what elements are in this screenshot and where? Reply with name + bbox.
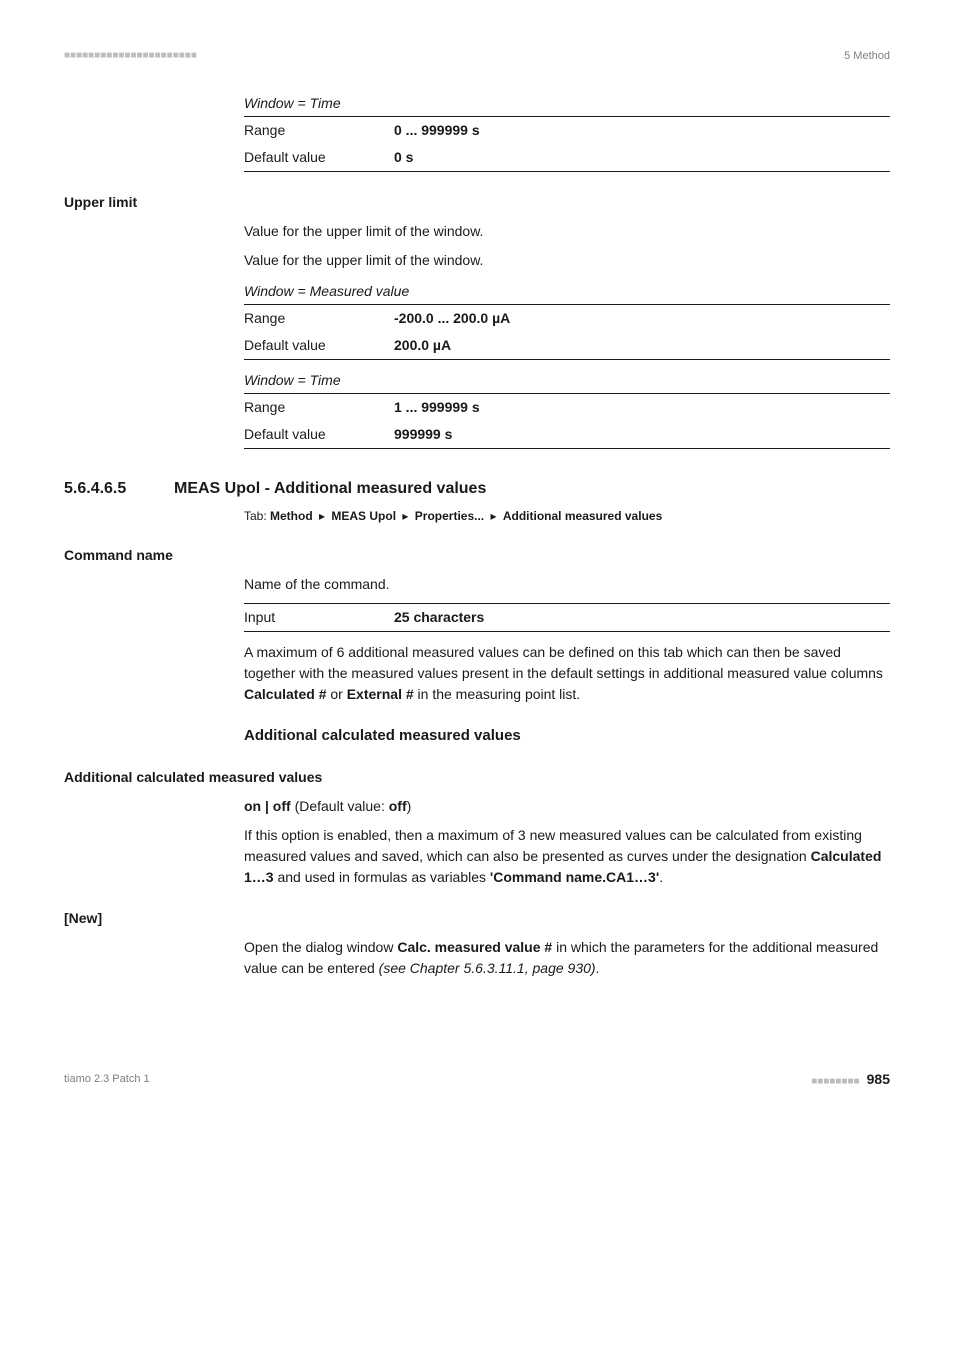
onoff-text: (Default value: [291, 798, 389, 814]
new-text: . [596, 960, 600, 976]
tab-prefix: Tab: [244, 509, 270, 523]
page-header: ■■■■■■■■■■■■■■■■■■■■■■ 5 Method [64, 48, 890, 65]
desc-bold: External # [347, 686, 414, 702]
spec-value: 0 s [394, 144, 890, 172]
window-time-caption-1: Window = Time [244, 93, 890, 117]
section-header: 5.6.4.6.5 MEAS Upol - Additional measure… [64, 477, 890, 501]
input-value: 25 characters [394, 607, 484, 628]
desc-text: A maximum of 6 additional measured value… [244, 644, 883, 681]
spec-label: Range [244, 305, 394, 332]
footer-right: ■■■■■■■■ 985 [811, 1069, 890, 1090]
addl-calc-side-title: Additional calculated measured values [64, 767, 890, 788]
spec-label: Range [244, 394, 394, 421]
onoff-text: ) [407, 798, 412, 814]
tab-part: Properties... [415, 509, 484, 523]
command-name-para: Name of the command. [244, 574, 890, 595]
table-row: Default value 200.0 µA [244, 332, 890, 360]
table-row: Default value 0 s [244, 144, 890, 172]
new-para: Open the dialog window Calc. measured va… [244, 937, 890, 979]
para-bold: 'Command name.CA1…3' [490, 869, 659, 885]
para-text: and used in formulas as variables [274, 869, 490, 885]
command-name-title: Command name [64, 545, 890, 566]
spec-value: -200.0 ... 200.0 µA [394, 305, 890, 332]
tab-sep: ▸ [490, 509, 496, 523]
onoff-default: off [389, 798, 407, 814]
command-name-desc: A maximum of 6 additional measured value… [244, 642, 890, 705]
spec-label: Default value [244, 332, 394, 360]
upper-limit-title: Upper limit [64, 192, 890, 213]
window-time-table-1: Range 0 ... 999999 s Default value 0 s [244, 117, 890, 172]
tab-sep: ▸ [319, 509, 325, 523]
para-text: . [659, 869, 663, 885]
onoff-bold: on | off [244, 798, 291, 814]
footer-left: tiamo 2.3 Patch 1 [64, 1071, 150, 1088]
tab-part: MEAS Upol [331, 509, 396, 523]
window-measured-caption: Window = Measured value [244, 281, 890, 305]
footer-dashes: ■■■■■■■■ [811, 1076, 859, 1087]
window-time-table-2: Range 1 ... 999999 s Default value 99999… [244, 394, 890, 449]
header-dashes: ■■■■■■■■■■■■■■■■■■■■■■ [64, 48, 197, 65]
addl-calc-onoff: on | off (Default value: off) [244, 796, 890, 817]
spec-label: Range [244, 117, 394, 144]
window-measured-table: Range -200.0 ... 200.0 µA Default value … [244, 305, 890, 360]
desc-bold: Calculated # [244, 686, 326, 702]
table-row: Range 1 ... 999999 s [244, 394, 890, 421]
page-footer: tiamo 2.3 Patch 1 ■■■■■■■■ 985 [64, 1069, 890, 1090]
tab-sep: ▸ [402, 509, 408, 523]
input-label: Input [244, 607, 394, 628]
table-row: Range 0 ... 999999 s [244, 117, 890, 144]
upper-limit-p2: Value for the upper limit of the window. [244, 250, 890, 271]
footer-page: 985 [867, 1071, 890, 1087]
spec-label: Default value [244, 421, 394, 449]
para-text: If this option is enabled, then a maximu… [244, 827, 862, 864]
spec-label: Default value [244, 144, 394, 172]
upper-limit-p1: Value for the upper limit of the window. [244, 221, 890, 242]
table-row: Default value 999999 s [244, 421, 890, 449]
spec-value: 200.0 µA [394, 332, 890, 360]
desc-text: in the measuring point list. [414, 686, 581, 702]
addl-calc-para: If this option is enabled, then a maximu… [244, 825, 890, 888]
command-name-input-row: Input 25 characters [244, 603, 890, 632]
desc-text: or [326, 686, 346, 702]
new-bold: Calc. measured value # [397, 939, 552, 955]
header-section: 5 Method [844, 48, 890, 65]
new-xref-link[interactable]: (see Chapter 5.6.3.11.1, page 930) [379, 960, 596, 976]
spec-value: 0 ... 999999 s [394, 117, 890, 144]
tab-part: Method [270, 509, 313, 523]
spec-value: 999999 s [394, 421, 890, 449]
section-number: 5.6.4.6.5 [64, 477, 174, 501]
new-title: [New] [64, 908, 890, 929]
addl-calc-header: Additional calculated measured values [244, 725, 890, 748]
new-text: Open the dialog window [244, 939, 397, 955]
section-title: MEAS Upol - Additional measured values [174, 477, 486, 501]
spec-value: 1 ... 999999 s [394, 394, 890, 421]
table-row: Range -200.0 ... 200.0 µA [244, 305, 890, 332]
tab-part: Additional measured values [503, 509, 662, 523]
window-time-caption-2: Window = Time [244, 370, 890, 394]
tab-path: Tab: Method ▸ MEAS Upol ▸ Properties... … [244, 507, 890, 525]
